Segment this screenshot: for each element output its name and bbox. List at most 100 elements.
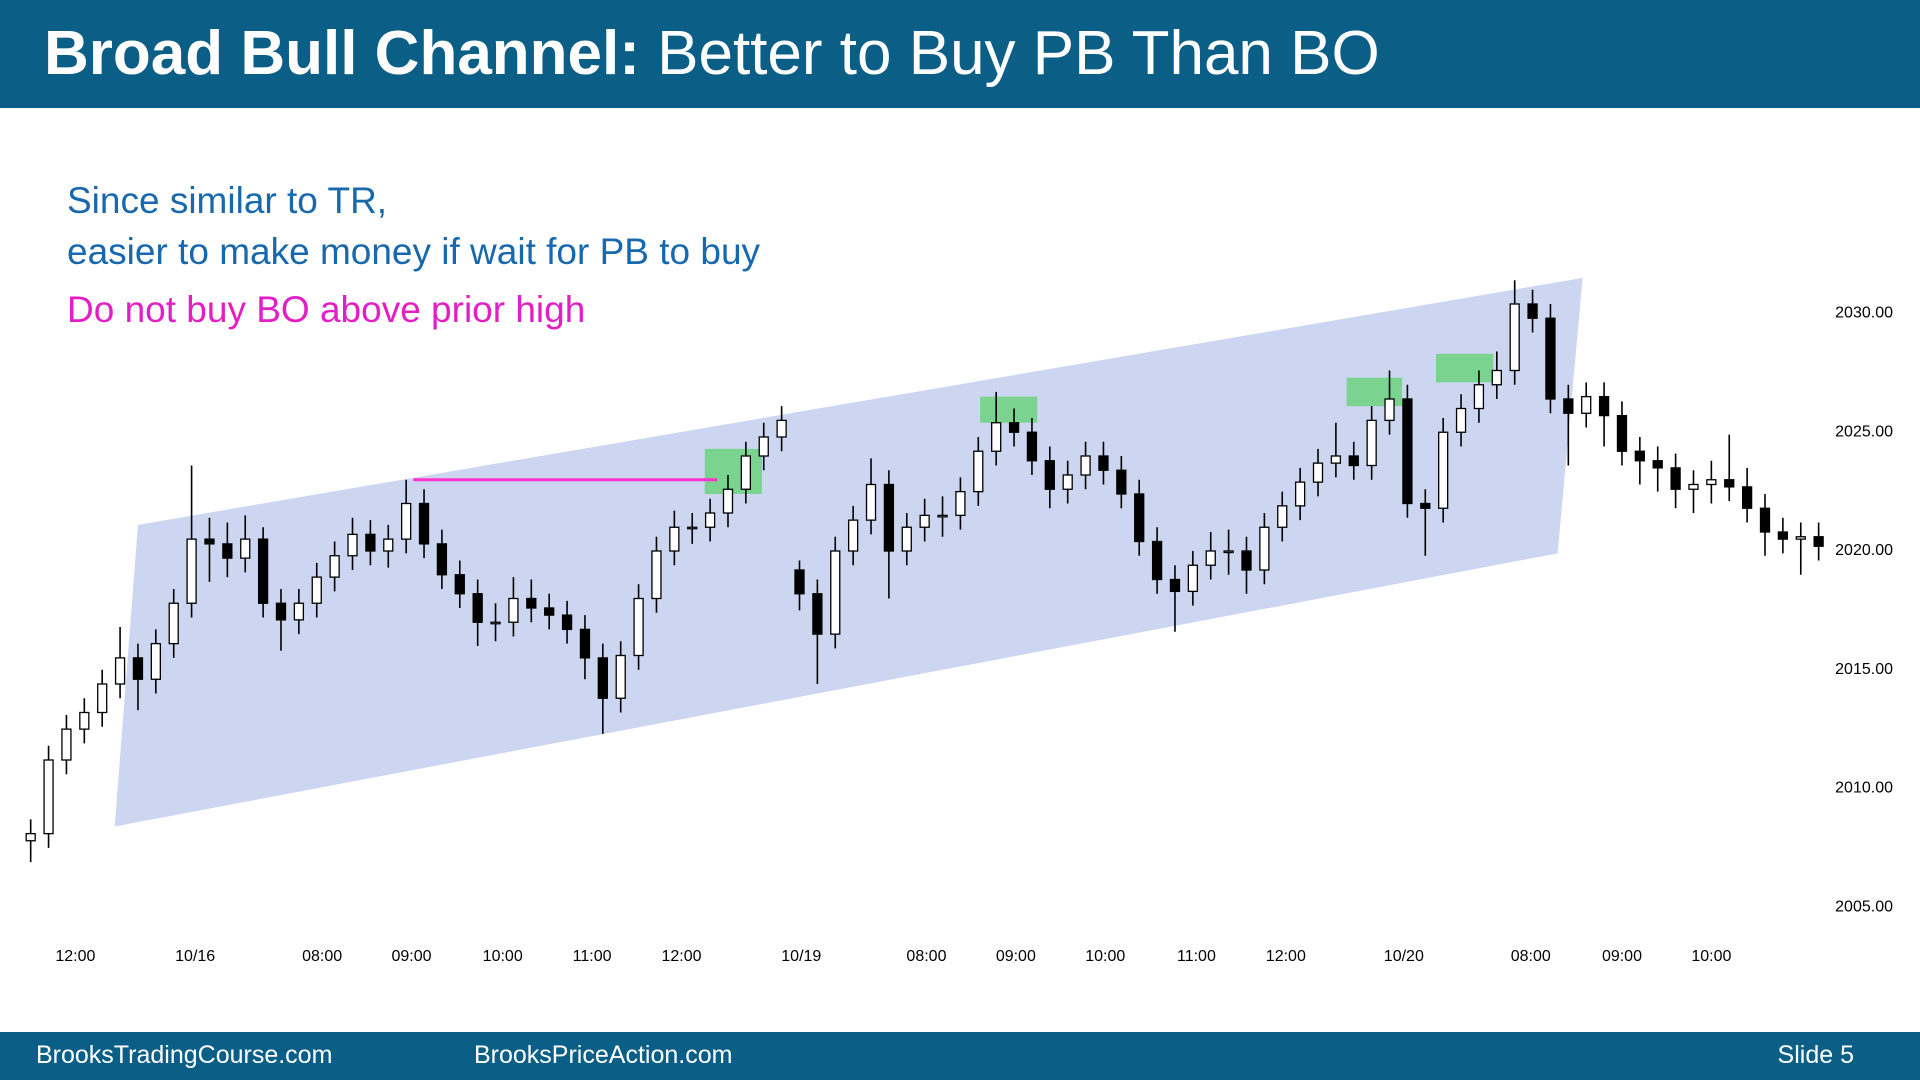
candle-body bbox=[43, 759, 54, 835]
candle-body bbox=[1187, 564, 1199, 593]
candle-body bbox=[526, 597, 537, 609]
candle-body bbox=[722, 488, 734, 514]
candle-body bbox=[1420, 502, 1431, 509]
candle-body bbox=[1008, 422, 1020, 433]
title-rest: Better to Buy PB Than BO bbox=[657, 19, 1380, 88]
footer-bar: BrooksTradingCourse.com BrooksPriceActio… bbox=[0, 1032, 1920, 1080]
candle-body bbox=[597, 657, 608, 699]
candle-body bbox=[1402, 398, 1413, 505]
highlight-box bbox=[980, 396, 1038, 423]
x-tick-label: 10:00 bbox=[1085, 948, 1125, 965]
y-tick-label: 2025.00 bbox=[1835, 423, 1893, 440]
candle-body bbox=[1205, 550, 1216, 566]
candle-body bbox=[812, 593, 823, 635]
candle-body bbox=[1777, 531, 1789, 540]
candle-body bbox=[1438, 431, 1449, 509]
channel bbox=[114, 277, 1583, 827]
candle-body bbox=[240, 538, 251, 559]
candle-body bbox=[329, 555, 340, 578]
y-tick-label: 2010.00 bbox=[1835, 780, 1893, 797]
candle-body bbox=[633, 597, 644, 657]
candle-body bbox=[1294, 481, 1306, 507]
candle-body bbox=[1616, 414, 1628, 452]
candle-body bbox=[1330, 455, 1342, 464]
candle-body bbox=[1223, 550, 1234, 554]
candle-body bbox=[1277, 505, 1288, 528]
candle-body bbox=[257, 538, 269, 604]
candle-body bbox=[758, 436, 769, 457]
candle-body bbox=[1348, 455, 1359, 467]
candle-body bbox=[347, 533, 358, 557]
candle-body bbox=[401, 502, 412, 540]
candle-body bbox=[1634, 450, 1645, 462]
x-tick-label: 09:00 bbox=[391, 948, 431, 965]
x-tick-label: 11:00 bbox=[573, 948, 612, 965]
candle-body bbox=[1759, 507, 1771, 533]
candle-body bbox=[919, 514, 930, 528]
candle-body bbox=[222, 543, 233, 559]
candle-body bbox=[365, 533, 376, 552]
x-tick-label: 12:00 bbox=[661, 948, 701, 965]
candle-body bbox=[830, 550, 841, 635]
candle-body bbox=[204, 538, 215, 545]
highlight-box bbox=[704, 448, 762, 494]
x-tick-label: 08:00 bbox=[1511, 948, 1551, 965]
candle-body bbox=[1151, 540, 1163, 581]
candle-body bbox=[740, 455, 752, 490]
candle-body bbox=[1169, 578, 1181, 593]
candle-body bbox=[973, 450, 984, 493]
x-tick-label: 09:00 bbox=[996, 948, 1036, 965]
candle-body bbox=[150, 642, 161, 680]
candle-body bbox=[79, 711, 90, 730]
candle-body bbox=[1581, 395, 1592, 414]
candle-body bbox=[1545, 317, 1556, 400]
candle-body bbox=[1366, 419, 1377, 467]
candle-body bbox=[25, 832, 36, 842]
candle-body bbox=[1026, 431, 1038, 462]
candle-body bbox=[508, 597, 519, 623]
candle-body bbox=[704, 512, 716, 528]
candle-body bbox=[1384, 398, 1395, 422]
title-bold: Broad Bull Channel: bbox=[44, 19, 640, 88]
candle-body bbox=[1509, 303, 1520, 372]
x-tick-label: 09:00 bbox=[1602, 948, 1642, 965]
candle-body bbox=[883, 483, 895, 552]
candle-body bbox=[1062, 474, 1073, 490]
candle-body bbox=[1652, 460, 1663, 469]
x-tick-label: 10/16 bbox=[175, 948, 215, 965]
note: Do not buy BO above prior high bbox=[67, 289, 586, 330]
candle-body bbox=[114, 657, 126, 685]
x-tick-label: 10/19 bbox=[781, 948, 821, 965]
header-bar: Broad Bull Channel: Better to Buy PB Tha… bbox=[0, 0, 1920, 108]
note: Since similar to TR, bbox=[67, 180, 388, 221]
candle-body bbox=[1598, 395, 1610, 417]
x-tick-label: 10/20 bbox=[1384, 948, 1424, 965]
candle-body bbox=[490, 621, 501, 625]
candle-body bbox=[991, 422, 1002, 452]
candle-body bbox=[418, 502, 430, 545]
candle-body bbox=[865, 483, 877, 521]
x-tick-label: 10:00 bbox=[1691, 948, 1731, 965]
y-tick-label: 2030.00 bbox=[1835, 305, 1893, 322]
x-tick-label: 12:00 bbox=[1266, 948, 1306, 965]
candle-body bbox=[561, 614, 573, 631]
candle-body bbox=[1688, 483, 1699, 490]
candle-body bbox=[1116, 469, 1127, 495]
note: easier to make money if wait for PB to b… bbox=[67, 231, 761, 272]
candle-body bbox=[776, 419, 787, 438]
y-tick-label: 2005.00 bbox=[1835, 898, 1893, 915]
candle-body bbox=[669, 526, 680, 552]
chart: 2005.00 2010.00 2015.00 2020.00 2025.00 2030.… bbox=[25, 277, 1893, 965]
highlight-box bbox=[1436, 353, 1494, 383]
candle-body bbox=[579, 628, 591, 659]
candle-body bbox=[1670, 467, 1681, 490]
candle-body bbox=[168, 602, 179, 645]
x-tick-label: 11:00 bbox=[1177, 948, 1216, 965]
x-tick-label: 08:00 bbox=[906, 948, 946, 965]
candle-body bbox=[1527, 303, 1538, 319]
candle-body bbox=[61, 728, 72, 761]
footer-center: BrooksPriceAction.com bbox=[474, 1041, 733, 1069]
candle-body bbox=[1491, 369, 1502, 386]
candle-body bbox=[1134, 493, 1145, 543]
